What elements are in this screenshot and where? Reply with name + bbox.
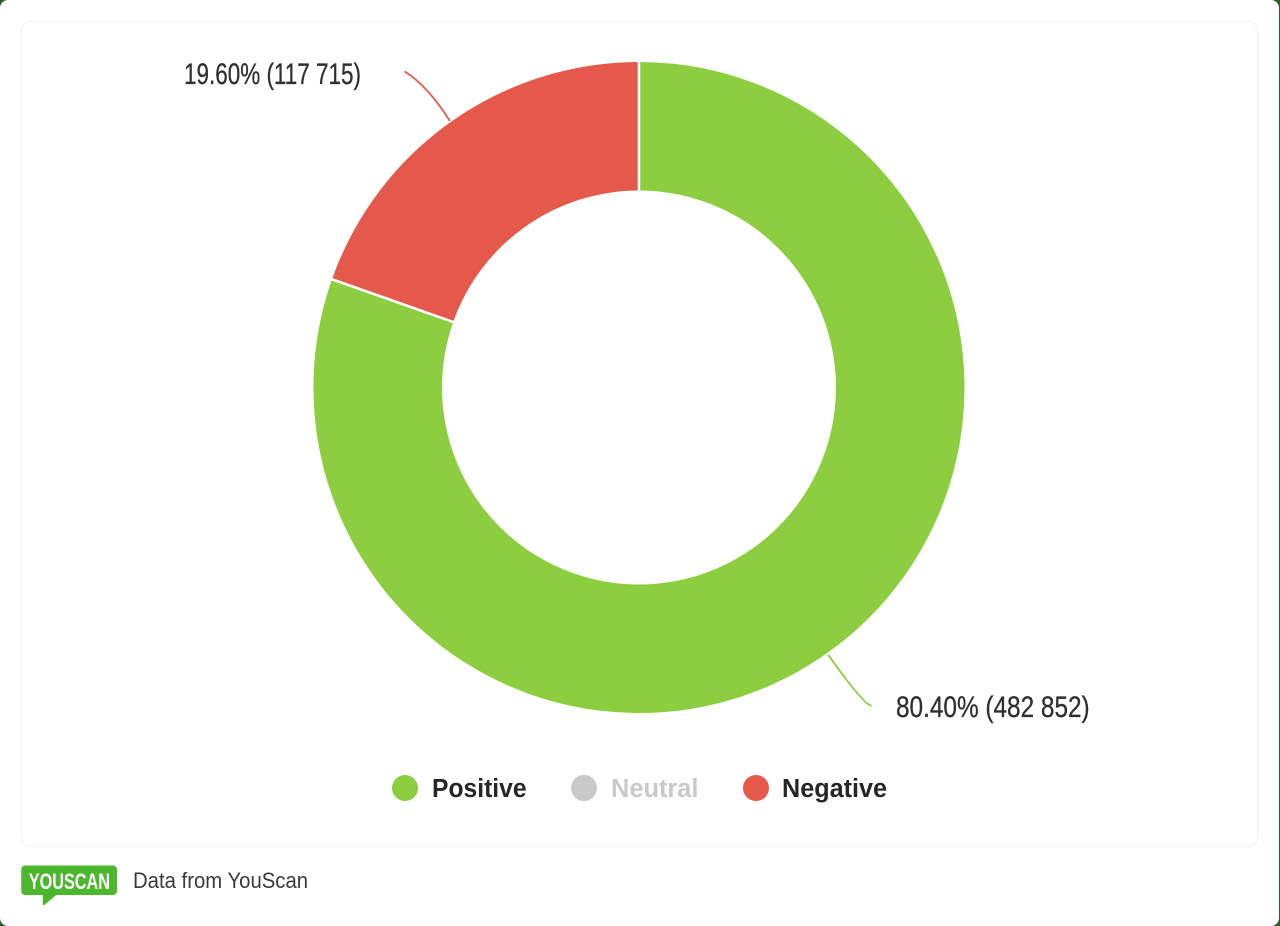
svg-text:YOUSCAN: YOUSCAN [29, 869, 110, 894]
